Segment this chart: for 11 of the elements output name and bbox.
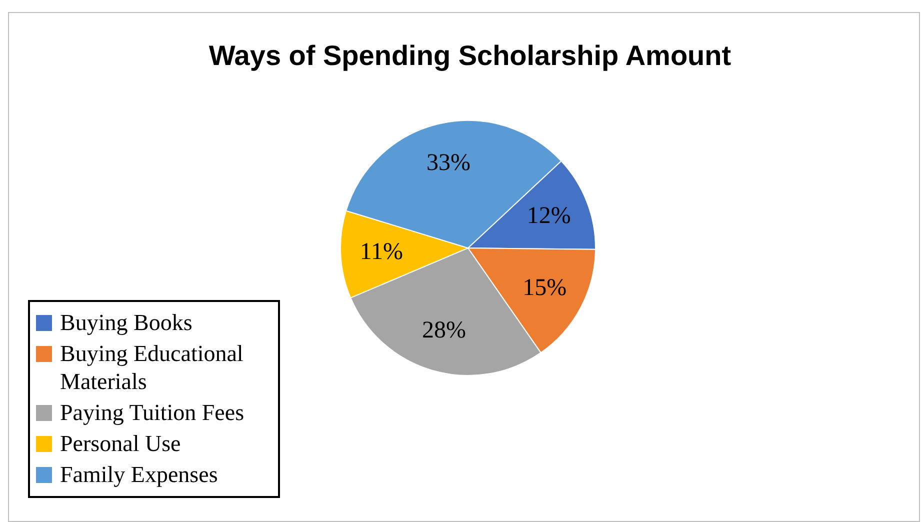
data-label: 12% (526, 202, 571, 229)
legend-label: Family Expenses (60, 461, 218, 489)
data-label: 15% (522, 274, 567, 301)
data-label: 28% (422, 318, 466, 344)
legend-label: Personal Use (60, 430, 181, 458)
legend-label: Buying Educational Materials (60, 340, 244, 396)
data-label: 33% (426, 150, 470, 176)
chart-title: Ways of Spending Scholarship Amount (208, 40, 732, 72)
data-label: 11% (360, 238, 403, 265)
legend-label: Paying Tuition Fees (60, 399, 244, 427)
legend-label: Buying Books (60, 309, 192, 337)
